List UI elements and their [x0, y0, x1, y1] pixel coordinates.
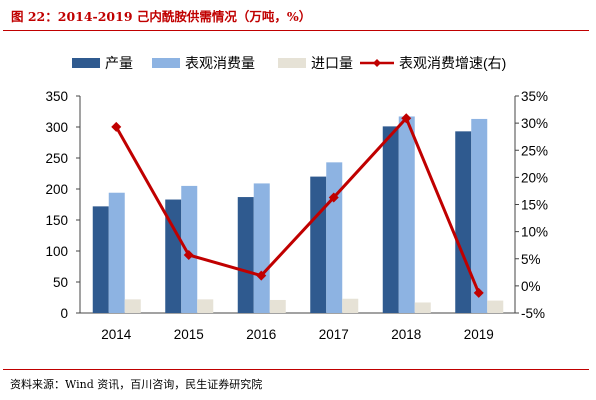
growth-point-2019 [473, 287, 484, 298]
y-right-tick-label: 0% [521, 279, 541, 294]
bar-1-2014 [108, 192, 125, 313]
growth-point-2016 [256, 270, 267, 281]
legend-label-1: 表观消费量 [185, 55, 255, 71]
y-right-tick-label: 20% [521, 170, 548, 185]
y-left-tick-label: 300 [45, 120, 68, 135]
y-right-tick-label: 30% [521, 116, 548, 131]
legend-label-0: 产量 [105, 55, 133, 71]
y-right-tick-label: 25% [521, 143, 548, 158]
x-tick-label: 2014 [101, 327, 132, 342]
legend-label-2: 进口量 [311, 55, 353, 71]
x-tick-label: 2016 [246, 327, 276, 342]
bar-2-2019 [487, 300, 504, 313]
y-left-tick-label: 150 [45, 213, 68, 228]
legend-label-3: 表观消费增速(右) [399, 55, 506, 71]
bar-0-2015 [165, 199, 182, 313]
legend-swatch-1 [152, 58, 180, 68]
figure-title: 图 22：2014-2019 己内酰胺供需情况（万吨，%） [11, 9, 312, 24]
title-divider [3, 30, 589, 31]
bar-2-2014 [124, 299, 141, 313]
bar-1-2016 [253, 183, 270, 313]
y-left-tick-label: 0 [60, 306, 68, 321]
y-right-tick-label: 10% [521, 225, 548, 240]
figure-title-bar: 图 22：2014-2019 己内酰胺供需情况（万吨，%） [3, 6, 591, 26]
x-tick-label: 2015 [174, 327, 204, 342]
bar-2-2016 [269, 299, 286, 313]
bar-0-2017 [310, 176, 327, 313]
bar-0-2014 [92, 206, 109, 313]
bar-1-2017 [326, 162, 343, 313]
source-note: 资料来源：Wind 资讯，百川咨询，民生证券研究院 [10, 378, 263, 391]
legend-marker-swatch [373, 59, 381, 67]
y-left-tick-label: 100 [45, 244, 68, 259]
bar-1-2018 [398, 116, 415, 314]
bar-2-2015 [197, 299, 214, 313]
legend-swatch-2 [278, 58, 306, 68]
bar-2-2018 [414, 302, 431, 313]
growth-point-2014 [111, 121, 122, 132]
bar-2-2017 [342, 298, 359, 313]
x-tick-label: 2019 [464, 327, 494, 342]
y-left-tick-label: 250 [45, 151, 68, 166]
x-tick-label: 2017 [319, 327, 349, 342]
y-right-tick-label: -5% [521, 306, 545, 321]
y-left-tick-label: 50 [53, 275, 68, 290]
x-tick-label: 2018 [391, 327, 421, 342]
y-left-tick-label: 200 [45, 182, 68, 197]
bar-1-2019 [471, 118, 488, 313]
bar-0-2019 [455, 131, 472, 313]
legend-swatch-0 [72, 58, 100, 68]
y-right-tick-label: 35% [521, 89, 548, 104]
chart-area: 产量 表观消费量 进口量 表观消费增速(右) 0 50 100 150 200 250 300 350… [45, 55, 548, 342]
y-right-tick-label: 15% [521, 198, 548, 213]
growth-point-2017 [328, 192, 339, 203]
footer-divider [3, 369, 589, 370]
bar-1-2015 [181, 185, 198, 313]
y-left-tick-label: 350 [45, 89, 68, 104]
bar-0-2016 [237, 197, 254, 313]
bar-0-2018 [382, 126, 399, 313]
y-right-tick-label: 5% [521, 252, 541, 267]
growth-point-2018 [401, 113, 412, 124]
growth-line [114, 115, 481, 294]
growth-point-2015 [183, 249, 194, 260]
